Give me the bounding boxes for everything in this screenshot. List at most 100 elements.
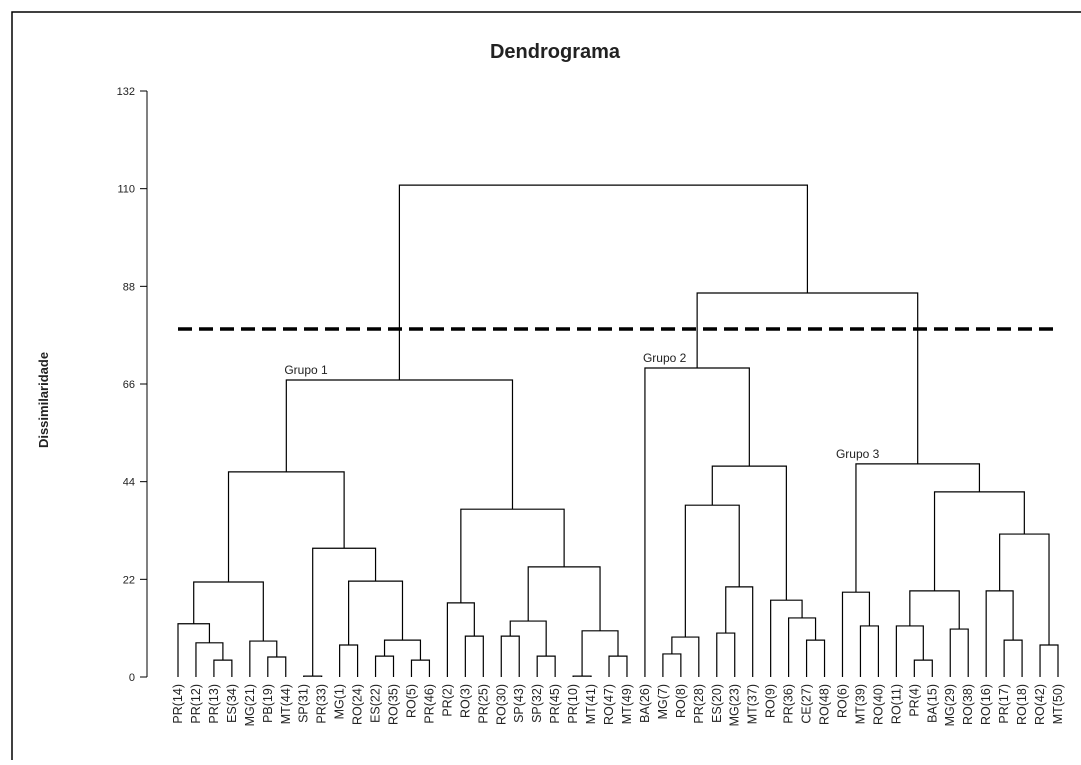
leaf-label: RO(40) — [871, 684, 885, 725]
leaf-label: RO(24) — [351, 684, 365, 725]
leaf-label: PR(17) — [997, 684, 1011, 724]
chart-title: Dendrograma — [490, 41, 621, 63]
y-axis-label: Dissimilaridade — [36, 352, 51, 448]
dendrogram-link — [410, 659, 431, 677]
leaf-label: PR(4) — [907, 684, 921, 717]
dendrogram-link — [285, 379, 514, 510]
dendrogram-link — [859, 625, 880, 677]
dendrogram-link — [644, 367, 750, 677]
dendrogram-link — [933, 491, 1025, 591]
dendrogram-link — [608, 655, 628, 677]
leaf-label: MT(44) — [279, 684, 293, 724]
dendrogram-link — [227, 471, 345, 582]
dendrogram-link — [303, 675, 323, 677]
dendrogram-link — [500, 635, 520, 677]
dendrogram-link — [985, 590, 1014, 677]
leaf-label: PR(36) — [782, 684, 796, 724]
leaf-label: RO(48) — [818, 684, 832, 725]
dendrogram-link — [536, 655, 556, 677]
y-tick-label: 132 — [117, 86, 135, 98]
dendrogram-link — [895, 625, 924, 677]
leaf-label: ES(34) — [225, 684, 239, 723]
dendrogram-link — [312, 547, 377, 677]
leaf-label: PR(28) — [692, 684, 706, 724]
leaf-label: SP(43) — [512, 684, 526, 723]
dendrogram-link — [1039, 644, 1059, 677]
dendrogram-link — [716, 632, 736, 677]
group-label: Grupo 3 — [836, 447, 880, 461]
leaf-label: PR(10) — [566, 684, 580, 724]
y-tick-label: 88 — [123, 281, 135, 293]
leaf-label: MT(41) — [584, 684, 598, 724]
leaf-label: MG(7) — [656, 684, 670, 719]
dendrogram-link — [460, 508, 565, 603]
dendrogram-link — [509, 620, 547, 657]
leaf-label: RO(6) — [835, 684, 849, 718]
dendrogram-link — [581, 630, 619, 677]
leaf-label: MT(50) — [1051, 684, 1065, 724]
dendrogram-link — [949, 628, 969, 677]
leaf-label: RO(8) — [674, 684, 688, 718]
leaf-label: RO(16) — [979, 684, 993, 725]
y-tick-label: 110 — [117, 184, 135, 196]
dendrogram-link — [383, 639, 422, 661]
dendrogram-link — [572, 675, 592, 677]
leaf-label: ES(20) — [710, 684, 724, 723]
dendrogram-link — [671, 636, 700, 677]
dendrogram-link — [339, 644, 359, 677]
leaf-label: BA(15) — [925, 684, 939, 723]
dendrogram-link — [398, 184, 809, 381]
leaf-label: RO(47) — [602, 684, 616, 725]
dendrogram-link — [464, 635, 484, 677]
dendrogram-link — [684, 504, 740, 638]
leaf-label: SP(31) — [297, 684, 311, 723]
leaf-label: SP(32) — [530, 684, 544, 723]
dendrogram-link — [662, 653, 682, 677]
dendrogram-link — [913, 659, 933, 677]
dendrogram-link — [805, 639, 826, 677]
dendrogram-link — [1003, 639, 1023, 677]
leaf-label: RO(3) — [458, 684, 472, 718]
dendrogram-link — [348, 580, 404, 646]
leaf-label: RO(35) — [387, 684, 401, 725]
leaf-label: PR(45) — [548, 684, 562, 724]
group-label: Grupo 1 — [284, 363, 328, 377]
leaf-label: BA(26) — [638, 684, 652, 723]
leaf-label: RO(11) — [889, 684, 903, 724]
leaf-label: PR(12) — [189, 684, 203, 724]
leaf-label: RO(42) — [1033, 684, 1047, 725]
leaf-label: RO(5) — [404, 684, 418, 718]
group-label: Grupo 2 — [643, 351, 687, 365]
leaf-label: MG(1) — [333, 684, 347, 719]
y-tick-label: 44 — [123, 477, 135, 489]
leaf-label: RO(9) — [764, 684, 778, 718]
dendrogram-link — [213, 659, 233, 677]
dendrogram-link — [725, 586, 754, 677]
leaf-label: PR(33) — [315, 684, 329, 724]
leaf-label: MT(49) — [620, 684, 634, 724]
leaf-label: MG(29) — [943, 684, 957, 726]
dendrogram-link — [195, 642, 224, 677]
dendrogram-link — [770, 599, 803, 677]
y-tick-label: 66 — [123, 379, 135, 391]
dendrogram-link — [193, 581, 264, 642]
leaf-label: PR(46) — [422, 684, 436, 724]
dendrogram-link — [788, 617, 817, 677]
dendrogram-link — [249, 640, 278, 677]
y-tick-label: 0 — [129, 672, 135, 684]
leaf-label: RO(30) — [494, 684, 508, 725]
leaf-label: ES(22) — [369, 684, 383, 723]
leaf-label: MG(21) — [243, 684, 257, 726]
dendrogram-link — [855, 463, 981, 593]
leaf-label: PR(13) — [207, 684, 221, 724]
leaf-label: PR(2) — [440, 684, 454, 717]
leaf-label: CE(27) — [800, 684, 814, 724]
leaf-label: PR(25) — [476, 684, 490, 724]
y-tick-label: 22 — [123, 574, 135, 586]
dendrogram-link — [909, 590, 960, 630]
leaf-label: RO(18) — [1015, 684, 1029, 725]
leaf-label: MT(39) — [853, 684, 867, 724]
dendrogram-link — [999, 533, 1050, 646]
leaf-label: PR(14) — [171, 684, 185, 724]
